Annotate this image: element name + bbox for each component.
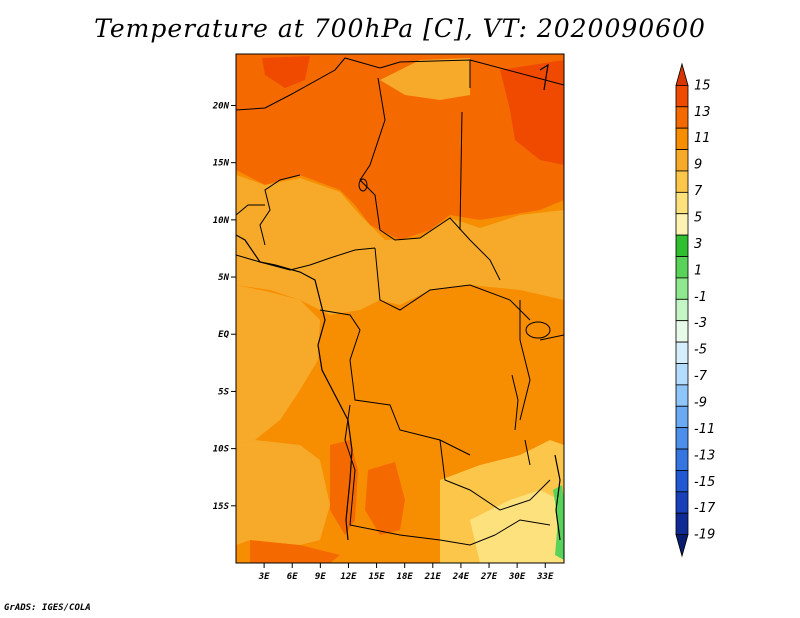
page-title: Temperature at 700hPa [C], VT: 202009060… (94, 14, 706, 43)
colorbar-box (675, 298, 689, 322)
longitude-axis: 3E 6E 9E 12E 15E 18E 21E 24E 27E 30E 33E (258, 563, 554, 582)
colorbar-box (675, 84, 689, 108)
field-south-warm (365, 462, 405, 535)
field-north-warm (236, 54, 564, 240)
lon-tick-label: 33E (536, 572, 554, 582)
colorbar-box (675, 405, 689, 429)
colorbar-box (675, 427, 689, 450)
colorbar-label: 1 (694, 263, 702, 278)
field-south-bottom-warm (250, 540, 340, 563)
colorbar-box (675, 384, 689, 407)
colorbar-box (675, 213, 689, 236)
colorbar-label: -1 (694, 290, 707, 305)
colorbar-label: -7 (694, 369, 708, 384)
colorbar-box (675, 170, 689, 193)
colorbar-box (675, 448, 689, 471)
colorbar-label: -17 (694, 501, 716, 516)
colorbar-label: 5 (694, 211, 702, 226)
latitude-axis: 20N 15N 10N 5N EQ 5S 10S 15S (212, 101, 236, 512)
temperature-field (236, 54, 564, 563)
colorbar-top-arrow (675, 62, 689, 86)
lat-tick-label: 5N (218, 273, 229, 283)
lon-tick-label: 6E (287, 572, 298, 582)
lon-tick-label: 21E (424, 572, 442, 582)
colorbar-label: -19 (694, 528, 715, 543)
lakes (358, 178, 551, 466)
colorbar-label: -9 (694, 395, 707, 410)
field-sahel-light (236, 175, 564, 315)
lon-tick-label: 9E (315, 572, 326, 582)
colorbar-box (675, 106, 689, 129)
field-north-light (380, 58, 470, 100)
lon-tick-label: 15E (368, 572, 385, 582)
colorbar-label: 3 (694, 237, 702, 252)
field-southeast-pale (470, 490, 564, 563)
field-northwest-hot (262, 56, 310, 88)
lat-tick-label: EQ (218, 330, 229, 340)
colorbar-label: 13 (694, 105, 711, 120)
colorbar-boxes (675, 62, 689, 558)
lat-tick-label: 5S (218, 387, 229, 397)
coastline (236, 63, 561, 541)
colorbar-box (675, 149, 689, 172)
lon-tick-label: 27E (480, 572, 498, 582)
colorbar-label: -3 (694, 316, 707, 331)
colorbar-bottom-arrow (675, 534, 689, 558)
lat-tick-label: 10N (213, 216, 230, 226)
lat-tick-label: 20N (212, 101, 230, 111)
lon-tick-label: 18E (397, 572, 414, 582)
colorbar-label: 11 (694, 131, 711, 146)
colorbar-box (675, 320, 689, 343)
lon-tick-label: 24E (452, 572, 470, 582)
field-northeast-hot (500, 60, 564, 165)
colorbar-label: 7 (694, 184, 703, 199)
colorbar-box (675, 363, 689, 386)
lat-tick-label: 15N (213, 159, 230, 169)
lat-tick-label: 15S (213, 502, 230, 512)
credit-text: GrADS: IGES/COLA (4, 603, 91, 613)
colorbar-label: -5 (694, 343, 707, 358)
colorbar-label: -15 (694, 475, 715, 490)
colorbar-labels: 15 13 11 9 7 5 3 1 -1 -3 -5 -7 -9 -11 -13 -15 -17 -19 (694, 78, 716, 542)
field-west-light (236, 285, 320, 445)
colorbar-box (675, 491, 689, 514)
colorbar-box (675, 470, 689, 493)
field-south-light (236, 440, 330, 545)
lon-tick-label: 12E (340, 572, 357, 582)
colorbar-box (675, 234, 689, 257)
colorbar-box (675, 341, 689, 364)
lon-tick-label: 30E (508, 572, 526, 582)
colorbar-box (675, 512, 689, 536)
map-frame (235, 53, 565, 564)
colorbar-label: 15 (694, 78, 711, 93)
colorbar-label: 9 (694, 158, 702, 173)
colorbar-box (675, 191, 689, 215)
colorbar-box (675, 277, 689, 300)
colorbar-box (675, 256, 689, 279)
colorbar-label: -11 (694, 422, 715, 437)
colorbar-label: -13 (694, 448, 715, 463)
lat-tick-label: 10S (213, 445, 230, 455)
field-green-coast (553, 485, 564, 560)
colorbar-box (675, 127, 689, 150)
lon-tick-label: 3E (258, 572, 270, 582)
